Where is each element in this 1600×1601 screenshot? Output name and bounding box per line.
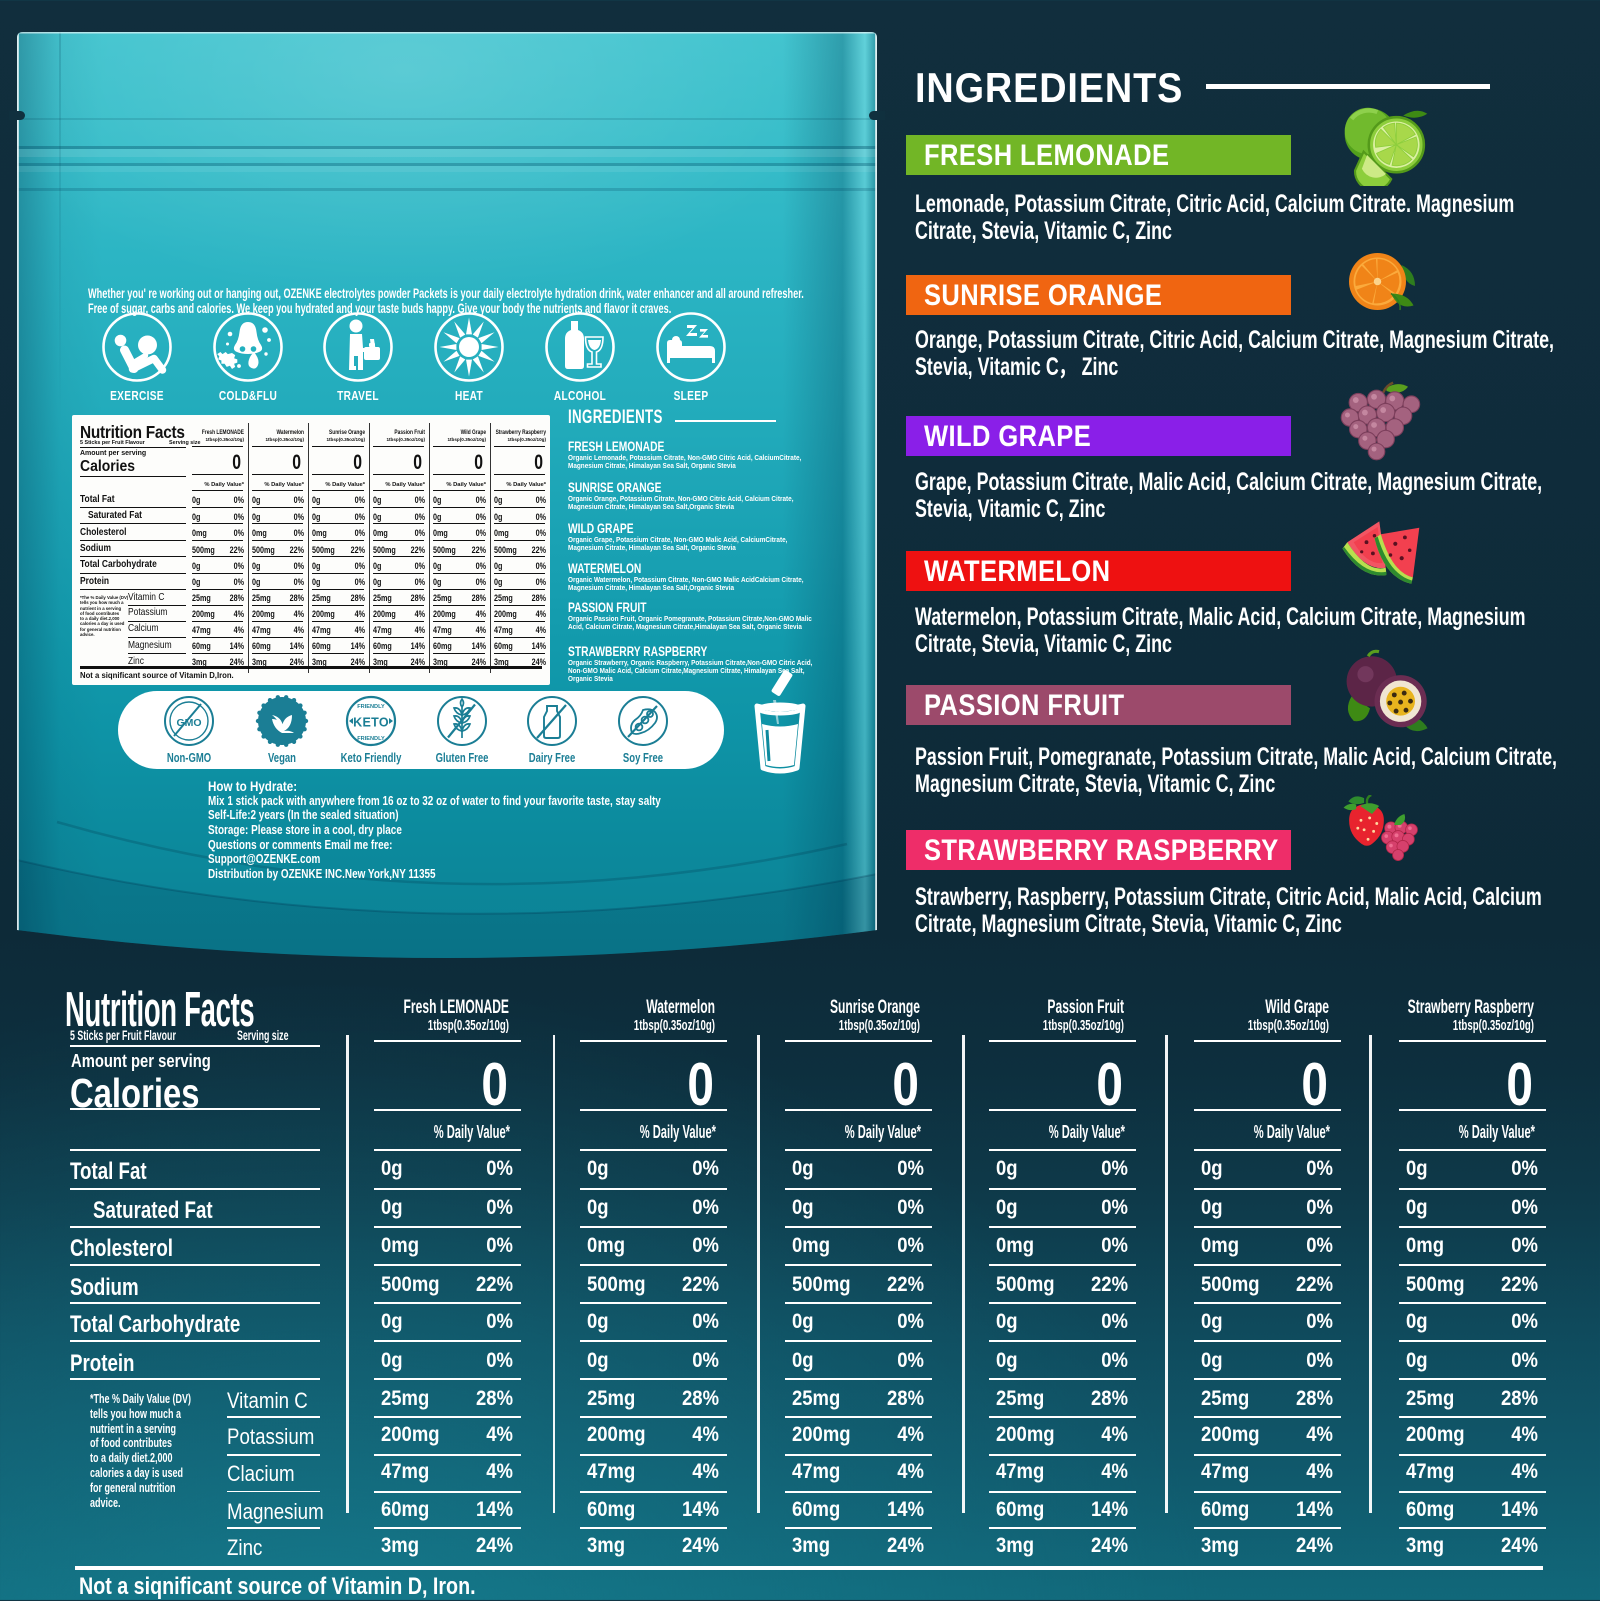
svg-text:KETO: KETO: [353, 716, 389, 730]
svg-text:FRIENDLY: FRIENDLY: [357, 736, 385, 742]
svg-text:FRIENDLY: FRIENDLY: [357, 704, 385, 710]
